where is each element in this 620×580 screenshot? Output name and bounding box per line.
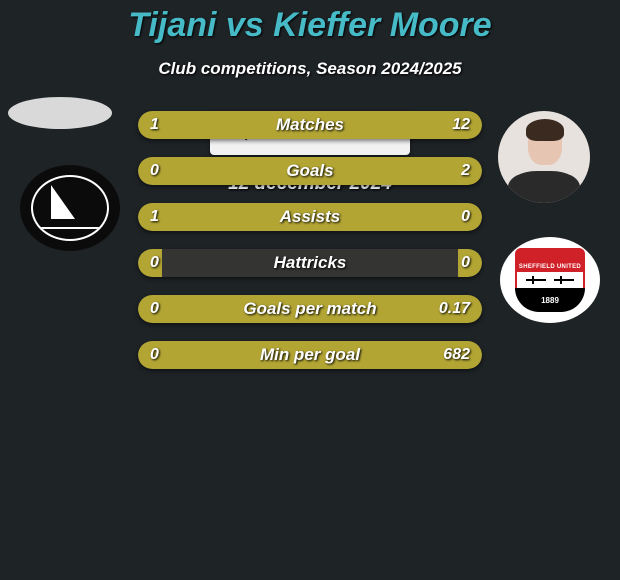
stat-row: 00Hattricks <box>138 249 482 277</box>
player-left-avatar <box>8 97 112 129</box>
stat-bars: 112Matches 02Goals 10Assists 00Hattricks 00.… <box>138 111 482 387</box>
page-subtitle: Club competitions, Season 2024/2025 <box>0 59 620 79</box>
stat-label: Hattricks <box>138 249 482 277</box>
stat-label: Min per goal <box>138 341 482 369</box>
page-title: Tijani vs Kieffer Moore <box>0 0 620 45</box>
plymouth-wave-icon <box>37 227 103 229</box>
player-right-avatar <box>498 111 590 203</box>
stat-label: Goals <box>138 157 482 185</box>
club-right-name: SHEFFIELD UNITED <box>515 248 585 272</box>
stat-row: 02Goals <box>138 157 482 185</box>
stat-label: Assists <box>138 203 482 231</box>
player-left-club-badge <box>20 165 120 251</box>
stat-label: Goals per match <box>138 295 482 323</box>
sword-icon <box>526 279 546 281</box>
plymouth-sail-icon <box>51 185 75 219</box>
stat-row: 0682Min per goal <box>138 341 482 369</box>
stat-row: 00.17Goals per match <box>138 295 482 323</box>
stat-row: 112Matches <box>138 111 482 139</box>
player-right-club-badge: SHEFFIELD UNITED 1889 <box>500 237 600 323</box>
sword-icon <box>554 279 574 281</box>
stat-row: 10Assists <box>138 203 482 231</box>
club-right-year: 1889 <box>515 288 585 312</box>
stat-label: Matches <box>138 111 482 139</box>
